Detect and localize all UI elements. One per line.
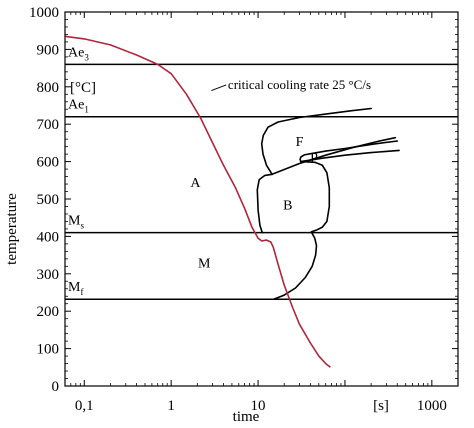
boundary-bainite-cap — [256, 173, 273, 234]
y-tick-label: 1000 — [29, 5, 59, 21]
boundary-bainite-end — [273, 231, 318, 300]
y-tick-label: 300 — [37, 267, 60, 283]
y-tick-label: 400 — [37, 229, 60, 245]
region-label-a: A — [190, 176, 201, 191]
y-tick-label: 700 — [37, 117, 60, 133]
boundary-ferrite-end — [271, 136, 397, 176]
x-tick-label: 10 — [251, 398, 266, 414]
y-tick-label: 0 — [52, 379, 60, 395]
y-tick-label: 900 — [37, 42, 60, 58]
region-label-p: P — [310, 151, 318, 166]
y-axis-label: temperature — [4, 193, 20, 265]
ref-label-ms: Ms — [68, 214, 84, 231]
ref-label-ae3: Ae3 — [68, 45, 89, 62]
region-label-f: F — [296, 135, 304, 150]
x-tick-label: 0,1 — [75, 398, 94, 414]
region-label-b: B — [283, 199, 292, 214]
x-tick-label: 1 — [167, 398, 175, 414]
annotation-leader — [211, 84, 227, 92]
boundary-pearlite-end — [300, 149, 400, 163]
y-axis-unit: [°C] — [70, 80, 96, 96]
boundary-ferrite-start — [260, 107, 372, 176]
y-tick-label: 500 — [37, 192, 60, 208]
y-tick-label: 200 — [37, 304, 60, 320]
y-tick-label: 100 — [37, 342, 60, 358]
boundary-pearlite-start — [299, 140, 399, 163]
cooling-curve — [64, 35, 331, 368]
ref-label-mf: Mf — [68, 280, 83, 297]
x-axis-label: time — [233, 409, 260, 425]
cooling-rate-annotation: critical cooling rate 25 °C/s — [228, 77, 371, 92]
y-tick-label: 600 — [37, 155, 60, 171]
boundary-bainite-start — [300, 160, 331, 233]
y-tick-label: 800 — [37, 80, 60, 96]
ref-label-ae1: Ae1 — [68, 98, 89, 115]
region-label-m: M — [198, 257, 211, 272]
x-axis-unit: [s] — [373, 398, 389, 414]
x-tick-label: 1000 — [417, 398, 447, 414]
